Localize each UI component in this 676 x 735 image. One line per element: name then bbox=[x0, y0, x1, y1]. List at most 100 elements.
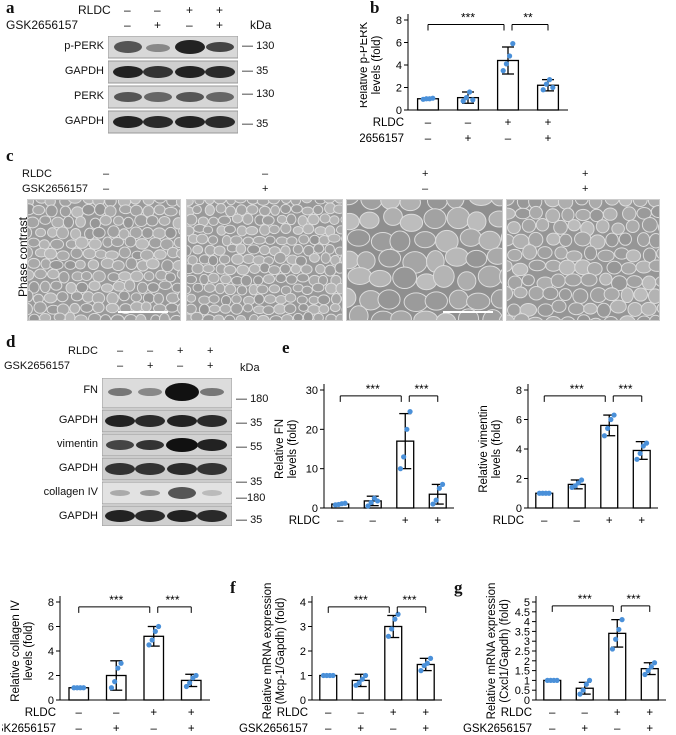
sign: + bbox=[216, 3, 224, 17]
inhibitor-label: GSK2656157 bbox=[6, 18, 79, 32]
data-point bbox=[392, 616, 398, 622]
inhibitor-label: GSK2656157 bbox=[22, 183, 89, 195]
y-tick-label: 0 bbox=[516, 503, 522, 515]
data-point bbox=[645, 668, 651, 674]
mw-marker: — 35 bbox=[236, 476, 263, 488]
rldc-label: RLDC bbox=[68, 345, 98, 357]
y-axis-label: levels (fold) bbox=[23, 621, 35, 680]
sig-label: *** bbox=[461, 11, 475, 25]
data-point bbox=[418, 668, 424, 674]
sign: + bbox=[207, 360, 214, 372]
y-axis-label: Relative vimentin bbox=[478, 405, 490, 493]
sign: + bbox=[177, 345, 184, 357]
sign: + bbox=[402, 515, 409, 527]
y-tick-label: 4 bbox=[396, 60, 402, 72]
sig-label: *** bbox=[414, 382, 428, 396]
y-tick-label: 2 bbox=[300, 646, 306, 658]
y-tick-label: 4 bbox=[524, 617, 530, 629]
sign: + bbox=[154, 18, 162, 32]
data-point bbox=[543, 81, 549, 87]
sign: + bbox=[422, 168, 429, 180]
sign: + bbox=[582, 168, 589, 180]
sig-label: *** bbox=[578, 592, 592, 606]
data-point bbox=[503, 61, 509, 67]
data-point bbox=[578, 477, 585, 483]
sign: + bbox=[422, 723, 429, 735]
sign: – bbox=[177, 360, 184, 372]
y-tick-label: 0 bbox=[524, 695, 530, 707]
micrograph-inhibitor bbox=[186, 199, 343, 321]
y-axis-label: Relative p-PERK bbox=[360, 22, 370, 109]
micrograph-rldc bbox=[346, 199, 503, 321]
sign: – bbox=[124, 3, 131, 17]
data-point bbox=[470, 97, 476, 103]
y-axis-label: levels (fold) bbox=[371, 35, 383, 94]
y-tick-label: 0 bbox=[396, 105, 402, 117]
sign: + bbox=[357, 723, 364, 735]
data-point bbox=[401, 454, 407, 460]
y-tick-label: 3 bbox=[300, 622, 306, 634]
panel-letter-f: f bbox=[230, 578, 236, 597]
sign: + bbox=[545, 117, 552, 129]
data-point bbox=[374, 498, 381, 504]
chart-f-mcp1: 0 1 2 3 4 Relative mRNA expression (Mcp-1/Gapd… bbox=[239, 583, 442, 735]
rldc-label: RLDC bbox=[373, 117, 404, 129]
inhibitor-label: GSK2656157 bbox=[239, 723, 308, 735]
sign: – bbox=[425, 117, 432, 129]
blot-label: FN bbox=[83, 384, 98, 396]
data-point bbox=[613, 636, 619, 642]
data-point bbox=[385, 633, 392, 639]
data-point bbox=[365, 503, 371, 509]
sign: – bbox=[582, 707, 589, 719]
sign: – bbox=[147, 345, 154, 357]
y-axis-label: (Mcp-1/Gapdh) (fold) bbox=[275, 597, 287, 704]
y-tick-label: 0 bbox=[312, 503, 318, 515]
data-point bbox=[580, 687, 586, 693]
y-tick-label: 2.5 bbox=[515, 646, 530, 658]
blot-a bbox=[107, 35, 239, 136]
blot-label: collagen IV bbox=[43, 486, 98, 498]
y-axis-label: Relative mRNA expression bbox=[486, 583, 498, 720]
data-point bbox=[359, 676, 365, 682]
data-point bbox=[430, 95, 436, 101]
data-point bbox=[550, 84, 556, 91]
y-tick-label: 8 bbox=[516, 385, 522, 397]
blot-label: GAPDH bbox=[64, 65, 104, 77]
blot-d-image bbox=[101, 377, 233, 527]
y-tick-label: 0 bbox=[300, 695, 306, 707]
data-point bbox=[540, 87, 546, 93]
y-tick-label: 5 bbox=[524, 597, 530, 609]
sig-label: ** bbox=[523, 11, 533, 25]
data-point bbox=[80, 685, 87, 691]
y-tick-label: 20 bbox=[306, 424, 318, 436]
mw-marker: —180 bbox=[236, 492, 266, 504]
sign: – bbox=[113, 707, 120, 719]
data-point bbox=[648, 664, 654, 670]
rldc-label: RLDC bbox=[22, 168, 52, 180]
sign: – bbox=[103, 168, 110, 180]
kda-label: kDa bbox=[240, 362, 260, 374]
panel-letter-c: c bbox=[6, 146, 14, 165]
rldc-label: RLDC bbox=[78, 3, 111, 17]
inhibitor-label: GSK2656157 bbox=[463, 723, 532, 735]
data-point bbox=[634, 456, 640, 462]
data-point bbox=[433, 497, 439, 503]
mw-marker: — 35 bbox=[236, 417, 263, 429]
sig-label: *** bbox=[626, 592, 640, 606]
chart-e-vimentin: 0 2 4 6 8 Relative vimentin levels (fold) *** **… bbox=[478, 382, 658, 527]
y-axis-label: Relative mRNA expression bbox=[262, 583, 274, 720]
data-point bbox=[115, 665, 121, 671]
data-point bbox=[605, 425, 611, 431]
sign: – bbox=[541, 515, 548, 527]
bar bbox=[543, 679, 562, 701]
rldc-label: RLDC bbox=[501, 707, 532, 719]
data-point bbox=[427, 655, 434, 661]
blot-label: vimentin bbox=[57, 438, 98, 450]
mw-marker: — 130 bbox=[242, 40, 275, 52]
blot-label: PERK bbox=[74, 90, 104, 102]
y-tick-label: 30 bbox=[306, 385, 318, 397]
y-tick-label: 3 bbox=[524, 636, 530, 648]
sign: – bbox=[186, 18, 193, 32]
data-point bbox=[342, 500, 348, 506]
data-point bbox=[637, 450, 643, 457]
